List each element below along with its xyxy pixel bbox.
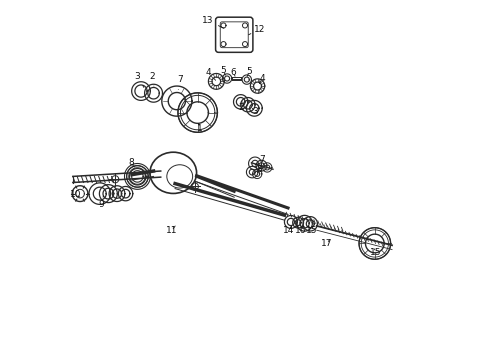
Text: 2: 2 — [239, 102, 244, 112]
Text: 17: 17 — [321, 239, 333, 248]
Text: 8: 8 — [128, 158, 134, 167]
Text: 6: 6 — [231, 68, 236, 77]
Text: 5: 5 — [246, 67, 252, 76]
Text: 2: 2 — [149, 72, 154, 86]
Text: 13: 13 — [201, 16, 224, 28]
Text: 3: 3 — [135, 72, 144, 87]
Text: 7: 7 — [177, 75, 183, 90]
Text: 4: 4 — [259, 75, 265, 84]
Text: 10: 10 — [70, 190, 81, 199]
Text: 3: 3 — [252, 107, 258, 116]
Text: 11: 11 — [166, 226, 177, 235]
Text: 1: 1 — [197, 123, 203, 132]
Text: 15: 15 — [306, 226, 317, 235]
Text: 4: 4 — [206, 68, 216, 80]
Text: 7: 7 — [255, 156, 265, 165]
Text: 16: 16 — [295, 226, 307, 235]
Text: 8: 8 — [253, 165, 262, 174]
Text: 5: 5 — [220, 66, 226, 75]
Text: 14: 14 — [283, 226, 294, 235]
Text: 12: 12 — [248, 25, 265, 35]
Text: 9: 9 — [98, 196, 104, 209]
Text: 15: 15 — [370, 248, 382, 257]
